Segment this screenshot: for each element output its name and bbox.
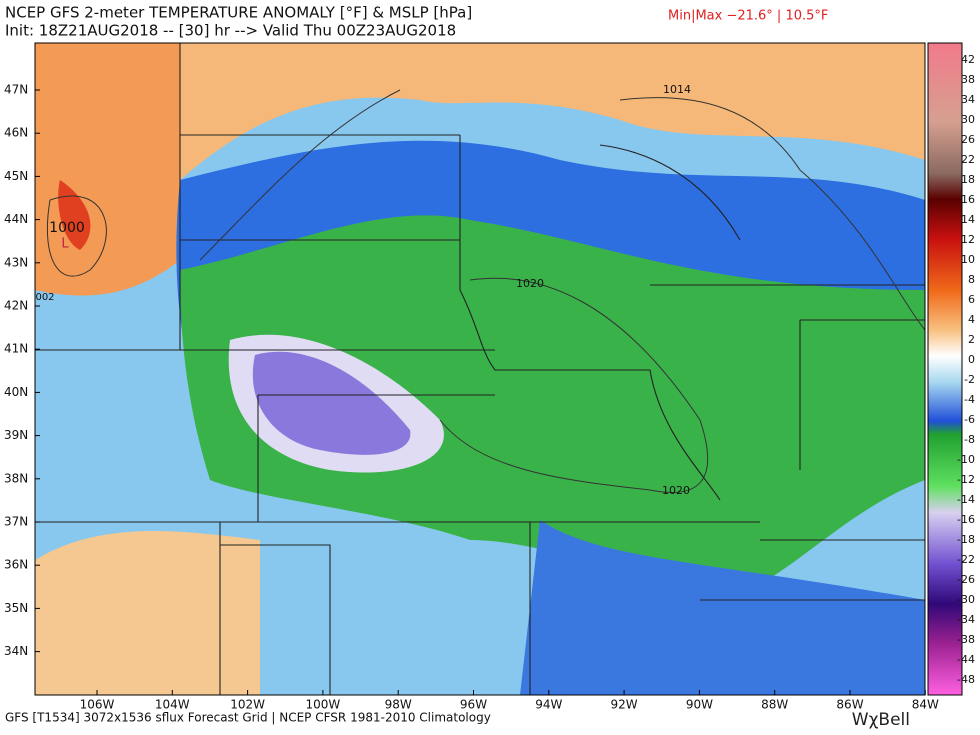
contour-label: 1014: [663, 83, 691, 96]
colorbar-label: -8: [964, 433, 975, 446]
colorbar-label: 16: [961, 193, 975, 206]
isobars: [46, 89, 925, 493]
colorbar-label: 4: [968, 313, 975, 326]
map-frame: [34, 42, 926, 696]
longitude-label: 88W: [761, 698, 788, 712]
colorbar-label: 38: [961, 73, 975, 86]
colorbar-label: 42: [961, 53, 975, 66]
latitude-label: 45N: [4, 169, 28, 183]
colorbar-label: 12: [961, 233, 975, 246]
latitude-label: 38N: [4, 471, 28, 485]
longitude-label: 106W: [80, 698, 115, 712]
colorbar-label: 14: [961, 213, 975, 226]
latitude-label: 37N: [4, 515, 28, 529]
contour-label: 1000: [49, 220, 85, 236]
colorbar-label: 22: [961, 153, 975, 166]
latitude-label: 44N: [4, 212, 28, 226]
colorbar-label: 8: [968, 273, 975, 286]
longitude-label: 94W: [535, 698, 562, 712]
footer-source: GFS [T1534] 3072x1536 sflux Forecast Gri…: [5, 711, 491, 725]
colorbar: [927, 42, 963, 696]
latitude-label: 39N: [4, 428, 28, 442]
colorbar-label: -30: [957, 593, 975, 606]
latitude-label: 41N: [4, 342, 28, 356]
latitude-label: 35N: [4, 601, 28, 615]
colorbar-label: -10: [957, 453, 975, 466]
longitude-label: 86W: [836, 698, 863, 712]
colorbar-label: -26: [957, 573, 975, 586]
warm-anomaly-north: [35, 43, 925, 190]
colorbar-label: -6: [964, 413, 975, 426]
colorbar-label: -18: [957, 533, 975, 546]
latitude-label: 34N: [4, 644, 28, 658]
colorbar-label: -2: [964, 373, 975, 386]
colorbar-label: -48: [957, 673, 975, 686]
borders: [35, 43, 925, 695]
longitude-label: 92W: [611, 698, 638, 712]
latitude-label: 40N: [4, 385, 28, 399]
min-max: Min|Max −21.6° | 10.5°F: [668, 9, 828, 24]
strongest-cold-anomaly: [252, 351, 411, 455]
longitude-label: 96W: [460, 698, 487, 712]
contour-label: 1020: [662, 484, 690, 497]
colorbar-label: -4: [964, 393, 975, 406]
warm-anomaly-peak: [58, 180, 91, 250]
longitude-label: 84W: [912, 698, 939, 712]
warm-anomaly-southwest: [35, 531, 260, 695]
latitude-label: 47N: [4, 83, 28, 97]
colorbar-label: 30: [961, 113, 975, 126]
colorbar-label: 6: [968, 293, 975, 306]
colorbar-label: 26: [961, 133, 975, 146]
colorbar-label: -44: [957, 653, 975, 666]
colorbar-label: -34: [957, 613, 975, 626]
latitude-label: 46N: [4, 126, 28, 140]
longitude-label: 100W: [306, 698, 341, 712]
contour-label: 002: [35, 292, 54, 303]
subtitle: Init: 18Z21AUG2018 -- [30] hr --> Valid …: [5, 22, 456, 40]
colorbar-label: -22: [957, 553, 975, 566]
colorbar-label: -16: [957, 513, 975, 526]
colorbar-label: -38: [957, 633, 975, 646]
latitude-label: 42N: [4, 299, 28, 313]
colorbar-label: 18: [961, 173, 975, 186]
colorbar-label: 0: [968, 353, 975, 366]
colorbar-label: 2: [968, 333, 975, 346]
colorbar-label: -14: [957, 493, 975, 506]
colorbar-label: 34: [961, 93, 975, 106]
colorbar-label: 10: [961, 253, 975, 266]
warm-anomaly-west: [35, 43, 180, 296]
title: NCEP GFS 2-meter TEMPERATURE ANOMALY [°F…: [5, 4, 472, 22]
logo: WχBell: [852, 710, 910, 730]
contour-label: 1020: [516, 277, 544, 290]
longitude-label: 104W: [155, 698, 190, 712]
latitude-label: 36N: [4, 558, 28, 572]
longitude-label: 102W: [230, 698, 265, 712]
map-field: [35, 43, 925, 695]
cool-anomaly-south: [520, 520, 925, 695]
longitude-label: 98W: [385, 698, 412, 712]
cold-anomaly-band: [180, 215, 925, 603]
contour-label: L: [61, 237, 69, 252]
longitude-label: 90W: [686, 698, 713, 712]
colorbar-label: -12: [957, 473, 975, 486]
latitude-label: 43N: [4, 255, 28, 269]
